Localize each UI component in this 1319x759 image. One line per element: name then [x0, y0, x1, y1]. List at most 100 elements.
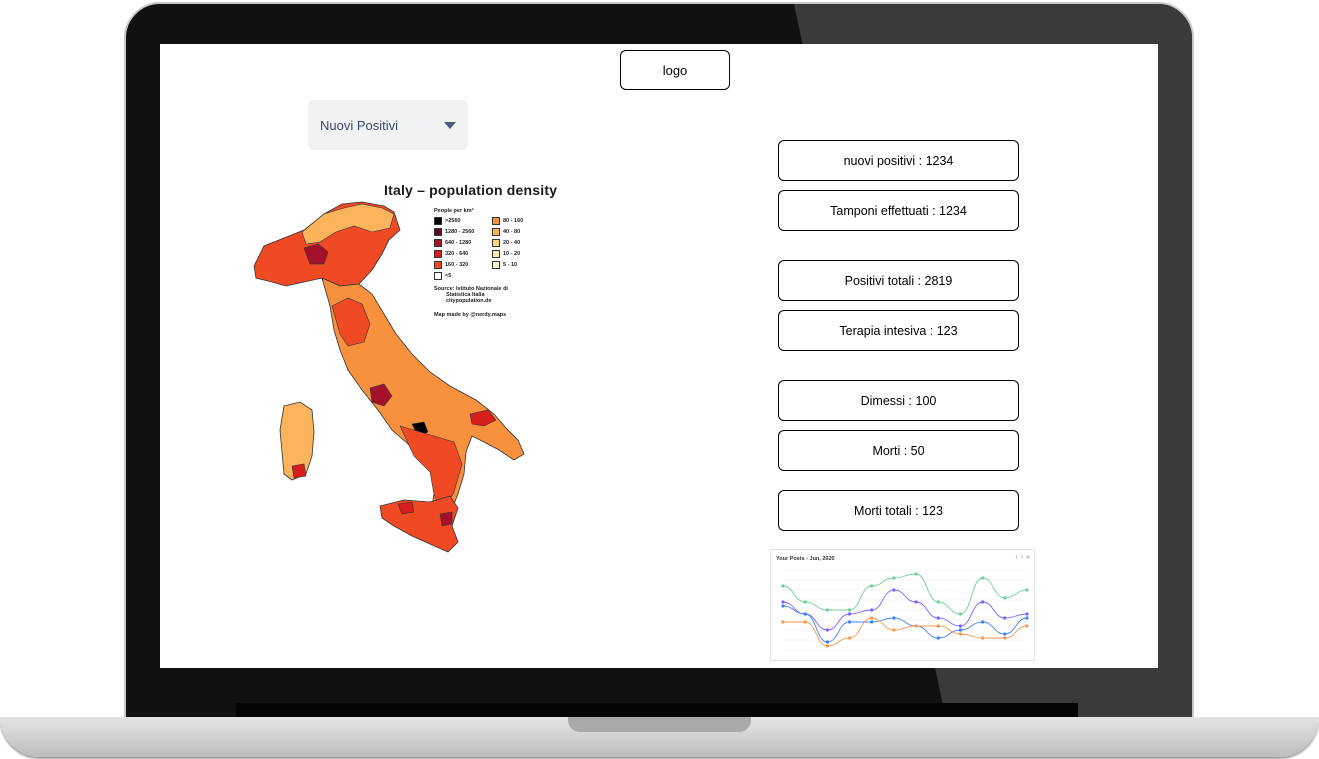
map-region-sicily: [379, 495, 459, 553]
chart-series-line: [782, 573, 1028, 615]
stat-label: Dimessi : 100: [860, 393, 937, 408]
map-region-milan: [303, 243, 329, 265]
posts-line-chart: [781, 569, 1029, 651]
legend-item: 160 - 320: [434, 261, 492, 269]
chart-point: [1003, 596, 1007, 600]
legend-label: 40 - 80: [503, 229, 521, 235]
chart-point: [847, 620, 852, 624]
double-chevron-icon[interactable]: »: [1026, 554, 1030, 561]
map-region-rome: [369, 383, 393, 407]
chart-point: [781, 620, 785, 624]
chart-point: [825, 644, 829, 648]
legend-item: >2560: [434, 217, 492, 225]
legend-label: >2560: [445, 218, 461, 224]
chart-title: Your Posts - Jun, 2020: [776, 556, 835, 562]
source-line: Statistica Italia: [446, 292, 485, 298]
legend-source: Source: Istituto Nazionale di Statistica…: [434, 286, 554, 304]
legend-item: 640 - 1280: [434, 239, 492, 247]
map-region-palermo: [397, 501, 415, 515]
chart-point: [1003, 632, 1007, 636]
legend-swatch: [492, 217, 500, 225]
stat-positivi-totali: Positivi totali : 2819: [778, 260, 1019, 301]
chart-point: [870, 620, 874, 624]
stat-label: Terapia intesiva : 123: [839, 323, 958, 338]
legend-swatch: [434, 272, 442, 280]
chart-point: [981, 600, 985, 604]
chart-point: [825, 640, 829, 644]
legend-label: 20 - 40: [503, 240, 521, 246]
italy-map-graphic: [253, 201, 525, 553]
chart-point: [870, 584, 874, 588]
chart-point: [1025, 616, 1029, 620]
chart-point: [892, 576, 896, 580]
legend-grid: >2560 80 - 160 1280 - 2560 40 - 80 640 - 128…: [434, 217, 554, 280]
logo[interactable]: logo: [620, 50, 730, 90]
legend-item: 80 - 160: [492, 217, 550, 225]
chart-point: [914, 572, 918, 576]
stat-nuovi-positivi: nuovi positivi : 1234: [778, 140, 1019, 181]
legend-swatch: [492, 228, 500, 236]
map-region-alps: [301, 203, 395, 245]
legend-swatch: [492, 261, 500, 269]
posts-chart-card: Your Posts - Jun, 2020 ‹ › »: [770, 549, 1035, 661]
chart-nav: ‹ › »: [1015, 554, 1030, 561]
chart-point: [825, 608, 829, 612]
legend-label: 1280 - 2560: [445, 229, 475, 235]
legend-item: <5: [434, 272, 492, 280]
chart-point: [870, 608, 874, 612]
chart-series-line: [782, 589, 1028, 631]
chart-point: [958, 632, 963, 636]
chart-point: [1003, 616, 1007, 620]
source-line: Source: Istituto Nazionale di: [434, 286, 508, 292]
chart-series-line: [782, 605, 1028, 643]
chart-point: [1003, 636, 1007, 640]
chart-point: [781, 604, 785, 608]
legend-item: 40 - 80: [492, 228, 550, 236]
legend-item: 10 - 20: [492, 250, 550, 258]
chart-point: [847, 608, 852, 612]
legend-label: 5 - 10: [503, 262, 518, 268]
legend-swatch: [434, 261, 442, 269]
chart-point: [981, 576, 985, 580]
chart-point: [981, 636, 985, 640]
chart-point: [803, 600, 807, 604]
metric-dropdown[interactable]: Nuovi Positivi: [308, 100, 468, 150]
chart-point: [781, 600, 785, 604]
map-region-center: [331, 297, 371, 347]
legend-label: 640 - 1280: [445, 240, 472, 246]
stat-morti-totali: Morti totali : 123: [778, 490, 1019, 531]
map-region-catania: [439, 511, 453, 527]
chart-point: [847, 636, 852, 640]
chart-point: [914, 624, 918, 628]
map-region-peninsula: [321, 277, 525, 529]
legend-swatch: [434, 228, 442, 236]
laptop-hinge: [236, 703, 1078, 717]
chart-point: [936, 616, 940, 620]
chart-point: [1025, 588, 1029, 592]
chart-point: [892, 628, 896, 632]
map-region-cagliari: [291, 463, 307, 479]
chart-series-line: [783, 617, 1028, 647]
legend-swatch: [434, 217, 442, 225]
chart-point: [892, 588, 896, 592]
legend-item: 1280 - 2560: [434, 228, 492, 236]
stat-label: nuovi positivi : 1234: [843, 153, 954, 168]
legend-label: 10 - 20: [503, 251, 521, 257]
chart-point: [958, 624, 963, 628]
legend-title: People per km²: [434, 208, 474, 214]
legend-label: 80 - 160: [503, 218, 524, 224]
stat-label: Tamponi effettuati : 1234: [830, 203, 967, 218]
stat-morti: Morti : 50: [778, 430, 1019, 471]
chevron-left-icon[interactable]: ‹: [1015, 554, 1018, 561]
laptop-base: [0, 717, 1319, 757]
chart-point: [781, 584, 785, 588]
legend-swatch: [492, 239, 500, 247]
chevron-down-icon: [444, 121, 456, 129]
stat-label: Morti : 50: [872, 443, 925, 458]
chart-point: [847, 612, 852, 616]
chevron-right-icon[interactable]: ›: [1020, 554, 1024, 561]
logo-label: logo: [662, 62, 688, 78]
chart-point: [803, 620, 807, 624]
chart-point: [914, 600, 918, 604]
italy-map: Italy – population density People per km…: [244, 174, 557, 554]
